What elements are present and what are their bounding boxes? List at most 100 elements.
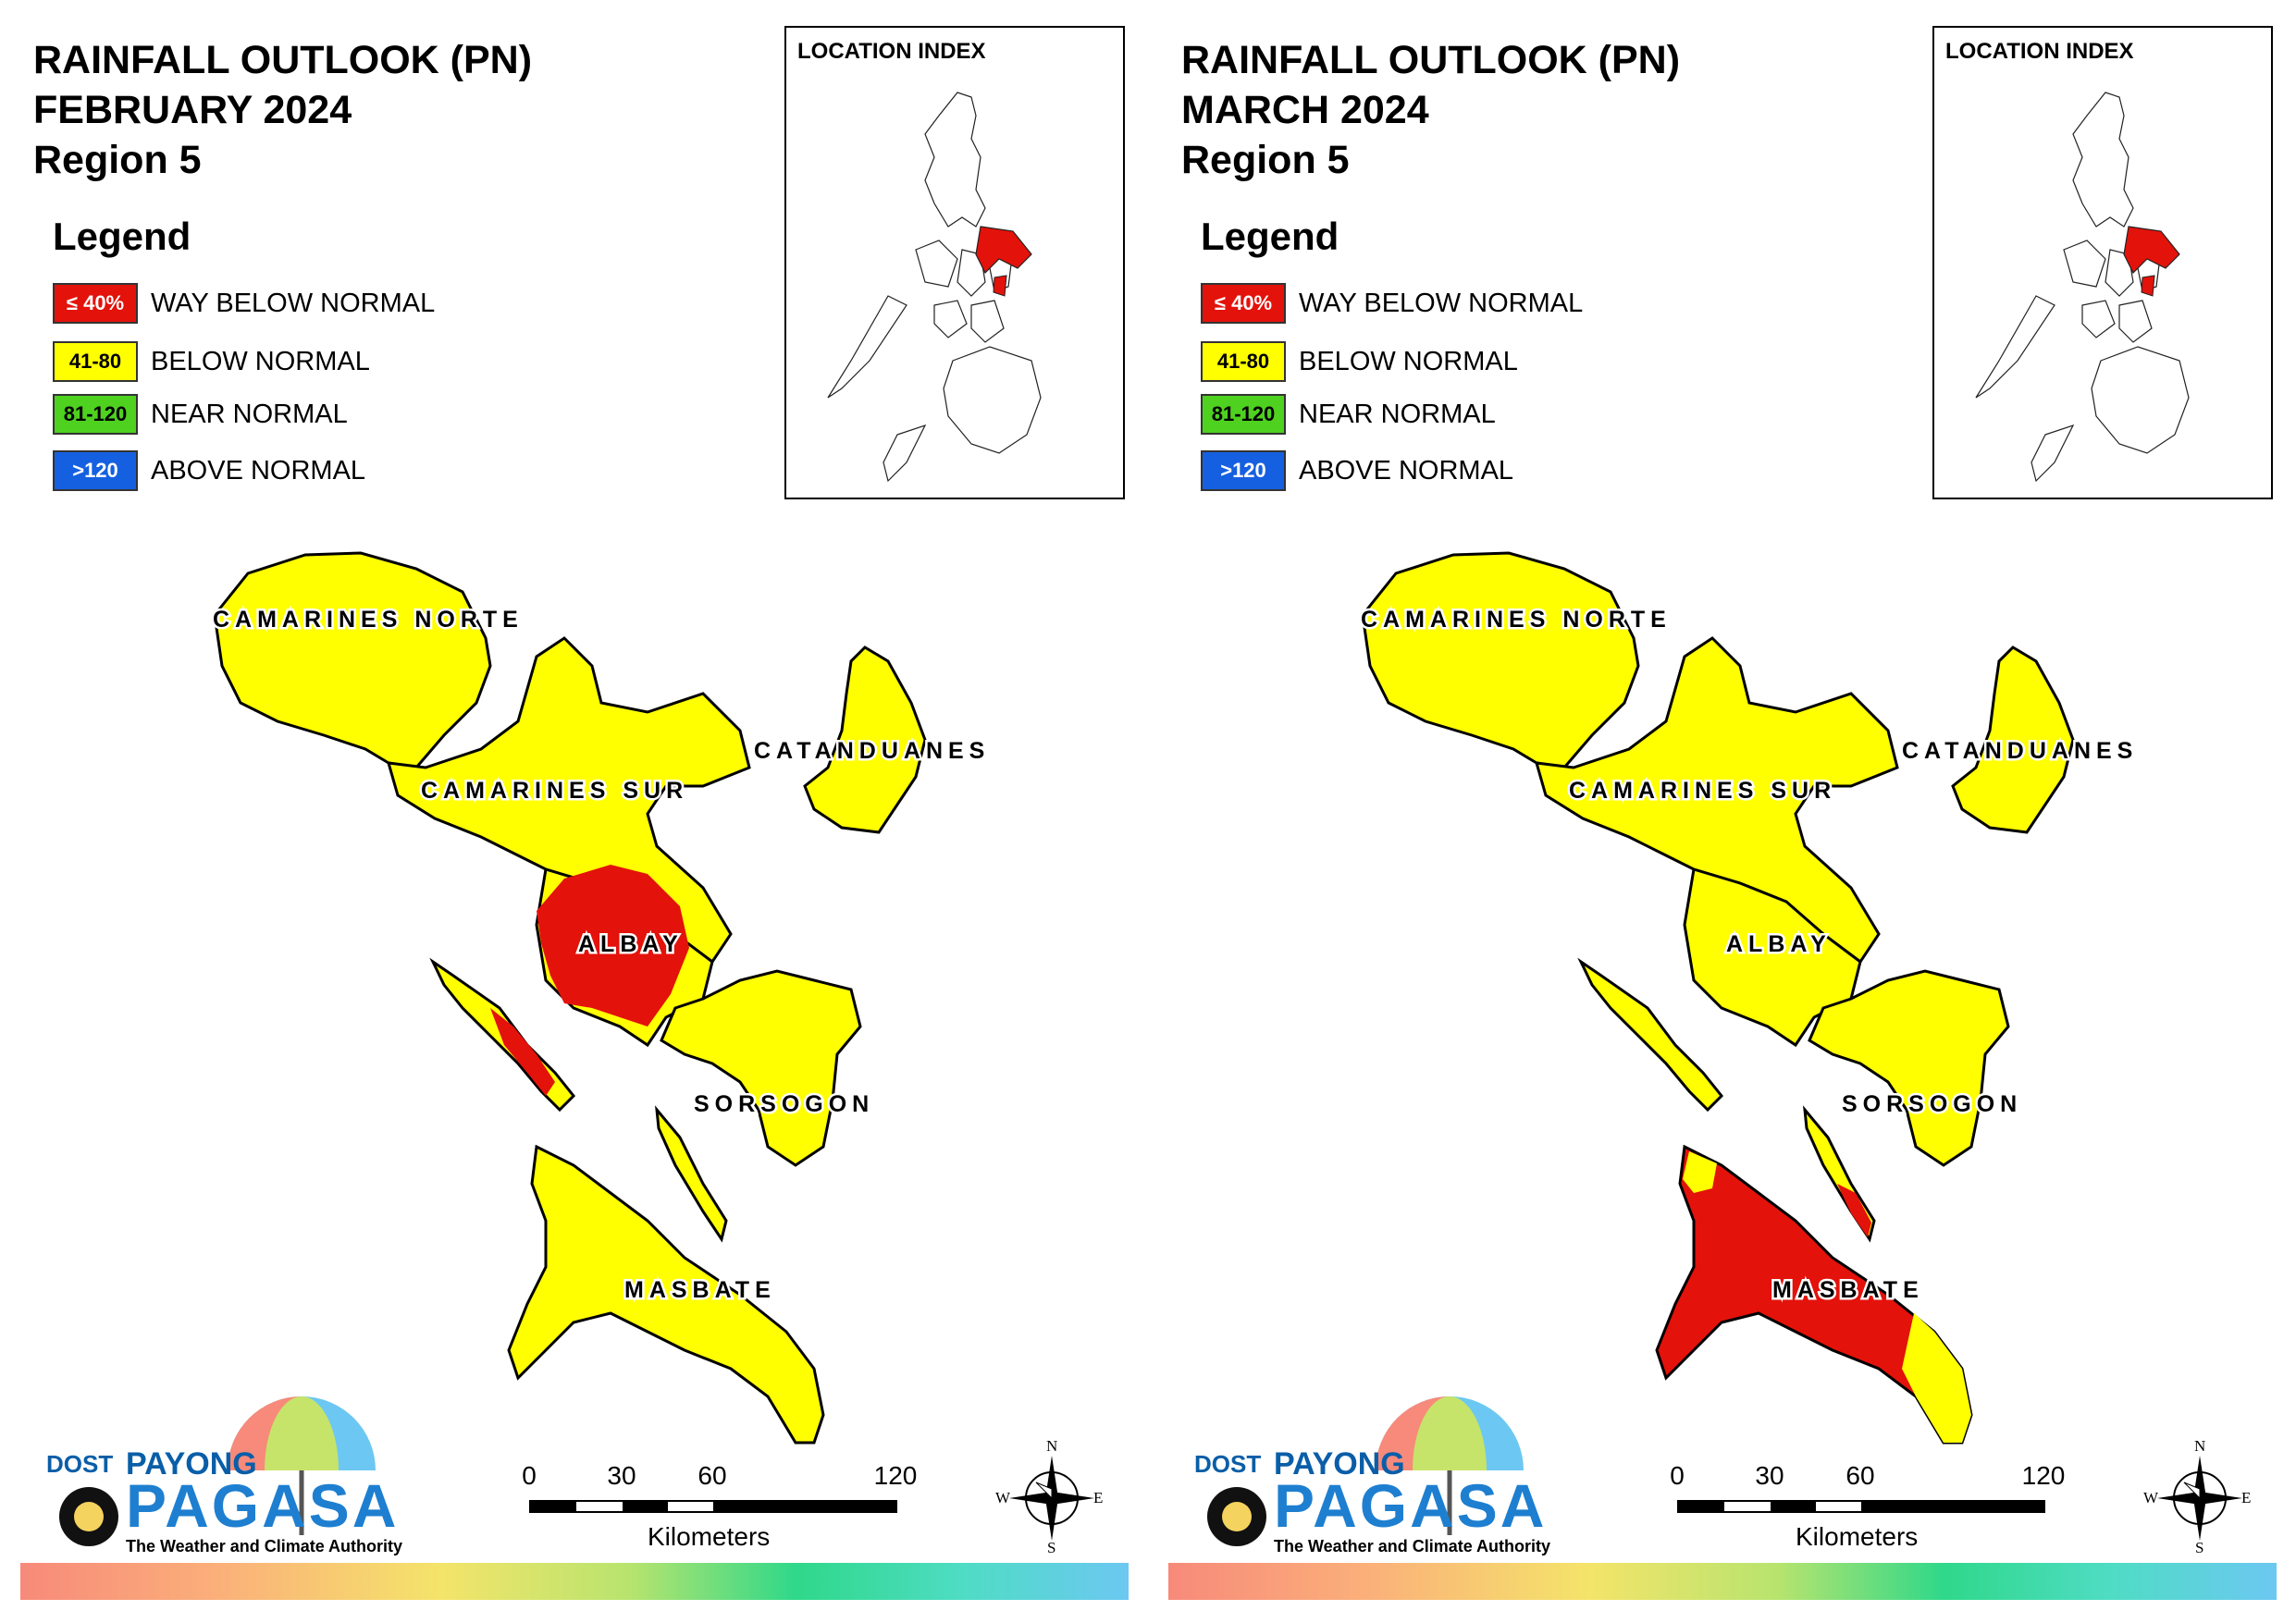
title-line-1: RAINFALL OUTLOOK (PN) (33, 38, 533, 82)
legend-swatch: 81-120 (53, 394, 138, 435)
region-way-below-ticao (1837, 1184, 1871, 1237)
region-way-below-albay (537, 865, 689, 1027)
province-camarines-norte (1361, 551, 1640, 769)
legend-swatch: >120 (1201, 450, 1286, 491)
province-camarines-sur (1534, 636, 1899, 965)
legend-label: ABOVE NORMAL (151, 455, 366, 486)
province-sorsogon (1808, 969, 2010, 1167)
footer-gradient-bar (1168, 1563, 2277, 1600)
scale-bar-graphic (1677, 1500, 2045, 1513)
logo-tagline: The Weather and Climate Authority (1274, 1537, 1551, 1555)
label-camarines-norte: CAMARINES NORTE (213, 607, 524, 633)
province-catanduanes (803, 646, 927, 834)
legend-item-way-below: ≤ 40% WAY BELOW NORMAL (1201, 282, 1583, 325)
location-index-box: LOCATION INDEX (784, 26, 1125, 499)
legend-item-below: 41-80 BELOW NORMAL (1201, 340, 1518, 383)
philippines-index-map (827, 92, 1042, 483)
scale-tick: 120 (2021, 1461, 2066, 1490)
scale-tick: 60 (1845, 1461, 1875, 1490)
legend-label: NEAR NORMAL (1299, 399, 1496, 429)
title-line-3: Region 5 (1181, 138, 1350, 182)
logo-payong-text: PAYONG (1274, 1446, 1405, 1482)
location-index-box: LOCATION INDEX (1932, 26, 2273, 499)
logo-payong-text: PAYONG (126, 1446, 257, 1482)
title-line-3: Region 5 (33, 138, 202, 182)
region-below-masbate-north (1683, 1151, 1717, 1193)
legend-title: Legend (1201, 215, 1339, 258)
title-line-1: RAINFALL OUTLOOK (PN) (1181, 38, 1681, 82)
scale-bar: 0 30 60 120 Kilometers (522, 1461, 918, 1551)
legend-swatch: 81-120 (1201, 394, 1286, 435)
legend-title: Legend (53, 215, 191, 258)
title-line-2: MARCH 2024 (1181, 88, 1429, 132)
scale-bar: 0 30 60 120 Kilometers (1670, 1461, 2066, 1551)
philippines-index-map (1975, 92, 2190, 483)
compass-e: E (2241, 1489, 2252, 1506)
location-index-title: LOCATION INDEX (1945, 39, 2134, 64)
scale-tick: 0 (522, 1461, 537, 1490)
label-masbate: MASBATE (1772, 1277, 1924, 1303)
logo-pagasa-text: PAGASA (126, 1471, 400, 1540)
island-burias (1577, 957, 1724, 1113)
outlook-panel-february: RAINFALL OUTLOOK (PN) FEBRUARY 2024 Regi… (20, 26, 1129, 1600)
legend-swatch: ≤ 40% (53, 283, 138, 324)
compass-s: S (2195, 1539, 2204, 1556)
legend-item-above: >120 ABOVE NORMAL (53, 449, 365, 492)
scale-tick: 30 (1755, 1461, 1784, 1490)
legend-item-way-below: ≤ 40% WAY BELOW NORMAL (53, 282, 435, 325)
compass-e: E (1093, 1489, 1104, 1506)
map-title: RAINFALL OUTLOOK (PN) FEBRUARY 2024 Regi… (33, 35, 532, 185)
province-masbate (1655, 1144, 1973, 1445)
region-below-masbate-east (1902, 1313, 1971, 1443)
logo-pagasa-text: PAGASA (1274, 1471, 1548, 1540)
region5-map-february: CAMARINES NORTE CAMARINES SUR CATANDUANE… (213, 551, 990, 1445)
compass-rose-icon: N E S W (995, 1437, 1104, 1556)
label-albay: ALBAY (1726, 931, 1832, 957)
label-catanduanes: CATANDUANES (1902, 738, 2138, 764)
label-catanduanes: CATANDUANES (754, 738, 990, 764)
legend-swatch: 41-80 (53, 341, 138, 382)
legend-swatch: ≤ 40% (1201, 283, 1286, 324)
compass-w: W (995, 1489, 1011, 1506)
footer-gradient-bar (20, 1563, 1129, 1600)
scale-tick: 30 (607, 1461, 636, 1490)
compass-n: N (2194, 1437, 2206, 1455)
province-sorsogon (660, 969, 862, 1167)
province-albay (1683, 867, 1862, 1048)
compass-rose-icon: N E S W (2143, 1437, 2252, 1556)
province-camarines-sur (386, 636, 751, 965)
label-masbate: MASBATE (624, 1277, 776, 1303)
province-camarines-norte (213, 551, 492, 769)
legend-item-below: 41-80 BELOW NORMAL (53, 340, 370, 383)
legend-swatch: >120 (53, 450, 138, 491)
scale-unit: Kilometers (1796, 1522, 1919, 1551)
legend-label: WAY BELOW NORMAL (1299, 288, 1584, 318)
umbrella-logo-graphic (59, 1396, 376, 1546)
province-masbate (507, 1144, 825, 1445)
legend-label: BELOW NORMAL (151, 346, 370, 376)
legend-label: NEAR NORMAL (151, 399, 348, 429)
legend-swatch: 41-80 (1201, 341, 1286, 382)
province-catanduanes (1951, 646, 2075, 834)
scale-tick: 0 (1670, 1461, 1685, 1490)
legend-item-above: >120 ABOVE NORMAL (1201, 449, 1513, 492)
region-way-below-burias (490, 1008, 555, 1096)
compass-n: N (1046, 1437, 1058, 1455)
label-sorsogon: SORSOGON (1842, 1091, 2022, 1117)
logo-tagline: The Weather and Climate Authority (126, 1537, 403, 1555)
compass-w: W (2143, 1489, 2159, 1506)
island-ticao (655, 1105, 728, 1243)
label-camarines-sur: CAMARINES SUR (1569, 778, 1836, 804)
location-index-title: LOCATION INDEX (797, 39, 986, 64)
legend-label: BELOW NORMAL (1299, 346, 1518, 376)
legend-item-near: 81-120 NEAR NORMAL (1201, 393, 1496, 436)
compass-s: S (1047, 1539, 1056, 1556)
title-line-2: FEBRUARY 2024 (33, 88, 352, 132)
scale-tick: 120 (873, 1461, 918, 1490)
outlook-panel-march: RAINFALL OUTLOOK (PN) MARCH 2024 Region … (1148, 0, 2296, 1623)
umbrella-logo-graphic (1207, 1396, 1524, 1546)
region5-map-march: CAMARINES NORTE CAMARINES SUR CATANDUANE… (1359, 551, 2138, 1445)
map-title: RAINFALL OUTLOOK (PN) MARCH 2024 Region … (1181, 35, 1680, 185)
scale-unit: Kilometers (648, 1522, 771, 1551)
scale-bar-graphic (529, 1500, 897, 1513)
